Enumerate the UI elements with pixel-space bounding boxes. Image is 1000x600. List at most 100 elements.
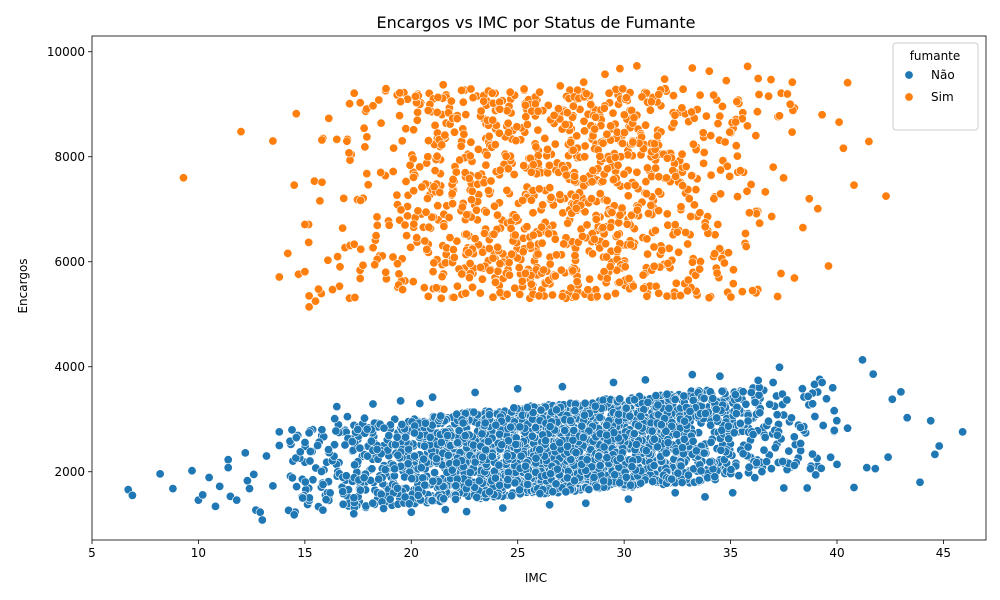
x-tick-label: 40	[829, 546, 844, 560]
data-point-sim	[420, 236, 430, 246]
data-point-nao	[625, 411, 635, 421]
data-point-sim	[687, 63, 697, 73]
data-point-sim	[431, 283, 441, 293]
data-point-sim	[481, 207, 491, 217]
data-point-nao	[268, 481, 278, 491]
data-point-sim	[782, 89, 792, 99]
data-point-nao	[331, 426, 341, 436]
data-point-nao	[483, 436, 493, 446]
data-point-sim	[715, 111, 725, 121]
data-point-sim	[413, 107, 423, 117]
data-point-sim	[534, 291, 544, 301]
data-point-sim	[512, 122, 522, 132]
data-point-sim	[721, 76, 731, 86]
data-point-nao	[715, 371, 725, 381]
data-point-sim	[538, 200, 548, 210]
data-point-sim	[268, 136, 278, 146]
data-point-sim	[732, 151, 742, 161]
data-point-nao	[545, 422, 555, 432]
data-point-nao	[255, 507, 265, 517]
data-point-nao	[292, 482, 302, 492]
data-point-nao	[774, 362, 784, 372]
data-point-sim	[645, 105, 655, 115]
data-point-sim	[505, 87, 515, 97]
data-point-nao	[287, 425, 297, 435]
data-point-nao	[570, 406, 580, 416]
data-point-sim	[695, 90, 705, 100]
data-point-nao	[372, 444, 382, 454]
data-point-sim	[419, 283, 429, 293]
data-point-nao	[287, 473, 297, 483]
data-point-sim	[519, 161, 529, 171]
data-point-sim	[488, 115, 498, 125]
data-point-sim	[504, 127, 514, 137]
x-axis: 5 10 15 20 25 30 35 40 45	[88, 540, 951, 560]
data-point-nao	[599, 442, 609, 452]
data-point-sim	[423, 136, 433, 146]
data-point-nao	[807, 449, 817, 459]
data-point-sim	[304, 237, 314, 247]
data-point-sim	[834, 117, 844, 127]
data-point-nao	[710, 472, 720, 482]
data-point-nao	[420, 480, 430, 490]
data-point-nao	[887, 394, 897, 404]
data-point-sim	[494, 128, 504, 138]
data-point-nao	[509, 403, 519, 413]
data-point-sim	[362, 132, 372, 142]
data-point-sim	[437, 272, 447, 282]
data-point-nao	[198, 490, 208, 500]
data-point-nao	[811, 470, 821, 480]
data-point-nao	[705, 457, 715, 467]
data-point-nao	[368, 498, 378, 508]
data-point-sim	[621, 93, 631, 103]
data-point-sim	[466, 84, 476, 94]
data-point-sim	[440, 130, 450, 140]
data-point-sim	[731, 117, 741, 127]
data-point-sim	[362, 169, 372, 179]
data-point-sim	[731, 141, 741, 151]
x-tick-label: 35	[723, 546, 738, 560]
data-point-nao	[289, 510, 299, 520]
data-point-sim	[549, 110, 559, 120]
data-point-sim	[447, 189, 457, 199]
data-point-sim	[742, 121, 752, 131]
data-point-nao	[579, 410, 589, 420]
data-point-nao	[594, 451, 604, 461]
data-point-nao	[305, 446, 315, 456]
data-point-nao	[706, 437, 716, 447]
data-point-nao	[789, 432, 799, 442]
data-point-sim	[511, 136, 521, 146]
data-point-sim	[561, 170, 571, 180]
data-point-nao	[379, 503, 389, 513]
data-point-sim	[632, 61, 642, 71]
data-point-sim	[572, 277, 582, 287]
data-point-nao	[548, 487, 558, 497]
data-point-sim	[760, 187, 770, 197]
data-point-sim	[639, 283, 649, 293]
data-point-nao	[627, 462, 637, 472]
data-point-sim	[670, 220, 680, 230]
data-point-sim	[669, 118, 679, 128]
data-point-sim	[563, 218, 573, 228]
data-point-nao	[274, 440, 284, 450]
data-point-nao	[541, 436, 551, 446]
data-point-nao	[728, 488, 738, 498]
data-point-sim	[798, 223, 808, 233]
data-point-nao	[598, 395, 608, 405]
data-point-sim	[432, 151, 442, 161]
data-point-nao	[829, 406, 839, 416]
data-point-nao	[274, 427, 284, 437]
data-point-sim	[481, 160, 491, 170]
data-point-sim	[838, 143, 848, 153]
data-point-nao	[451, 458, 461, 468]
data-point-sim	[439, 221, 449, 231]
data-point-sim	[356, 195, 366, 205]
data-point-sim	[179, 173, 189, 183]
data-point-nao	[242, 476, 252, 486]
data-point-nao	[688, 436, 698, 446]
data-point-nao	[615, 453, 625, 463]
data-point-nao	[531, 453, 541, 463]
data-point-sim	[582, 220, 592, 230]
data-point-sim	[732, 97, 742, 107]
data-point-nao	[415, 398, 425, 408]
